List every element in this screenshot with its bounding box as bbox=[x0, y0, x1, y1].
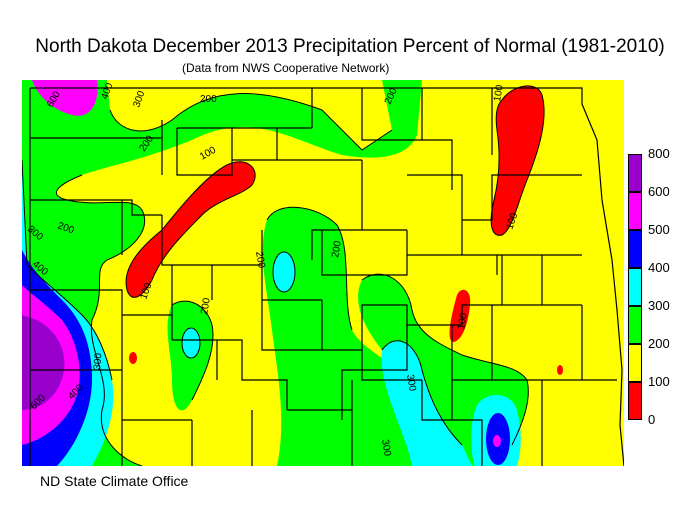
contour-lines bbox=[22, 85, 545, 466]
source-credit: ND State Climate Office bbox=[40, 473, 189, 489]
contour-label: 200 bbox=[199, 297, 213, 316]
map-title: North Dakota December 2013 Precipitation… bbox=[35, 36, 665, 57]
map-subtitle: (Data from NWS Cooperative Network) bbox=[182, 61, 390, 75]
legend-swatch bbox=[628, 230, 642, 268]
legend-label: 600 bbox=[648, 184, 670, 199]
contour-label: 300 bbox=[92, 352, 104, 370]
zone-300-400-sw-spot bbox=[182, 328, 200, 358]
zone-300-400-central bbox=[273, 252, 295, 292]
zone-0-100-north-central bbox=[126, 161, 256, 298]
contour-label: 100 bbox=[492, 84, 506, 103]
zone-500-600-se bbox=[493, 435, 501, 447]
contour-label: 200 bbox=[330, 240, 344, 259]
zone-0-100-spot-w bbox=[129, 352, 137, 364]
precipitation-map: 600 400 300 200 200 200 200 200 200 200 … bbox=[22, 80, 624, 466]
zone-0-100-east bbox=[449, 289, 471, 342]
legend-label: 200 bbox=[648, 336, 670, 351]
legend-label: 400 bbox=[648, 260, 670, 275]
legend-swatch bbox=[628, 344, 642, 382]
legend-label: 100 bbox=[648, 374, 670, 389]
legend-swatch bbox=[628, 192, 642, 230]
zone-500-600-nw bbox=[32, 80, 98, 116]
zone-200-300-central bbox=[262, 207, 419, 466]
legend-swatch bbox=[628, 306, 642, 344]
zone-0-100-spot-se bbox=[557, 365, 563, 375]
county-boundaries bbox=[29, 87, 624, 466]
legend-swatch bbox=[628, 382, 642, 420]
zone-0-100-ne bbox=[491, 85, 545, 236]
contour-label: 300 bbox=[404, 374, 418, 393]
contour-label: 200 bbox=[200, 94, 217, 105]
legend-label: 0 bbox=[648, 412, 656, 427]
legend-label: 300 bbox=[648, 298, 670, 313]
zone-600-800-west bbox=[22, 315, 65, 410]
contour-label: 100 bbox=[456, 312, 470, 331]
legend-label: 500 bbox=[648, 222, 670, 237]
contour-label: 200 bbox=[253, 251, 267, 270]
contour-label: 300 bbox=[379, 439, 393, 458]
zone-300-400-south bbox=[381, 340, 472, 466]
legend-label: 800 bbox=[648, 146, 670, 161]
color-legend: 800 600 500 400 300 200 100 0 bbox=[628, 146, 688, 427]
legend-swatch bbox=[628, 154, 642, 192]
legend-swatch bbox=[628, 268, 642, 306]
